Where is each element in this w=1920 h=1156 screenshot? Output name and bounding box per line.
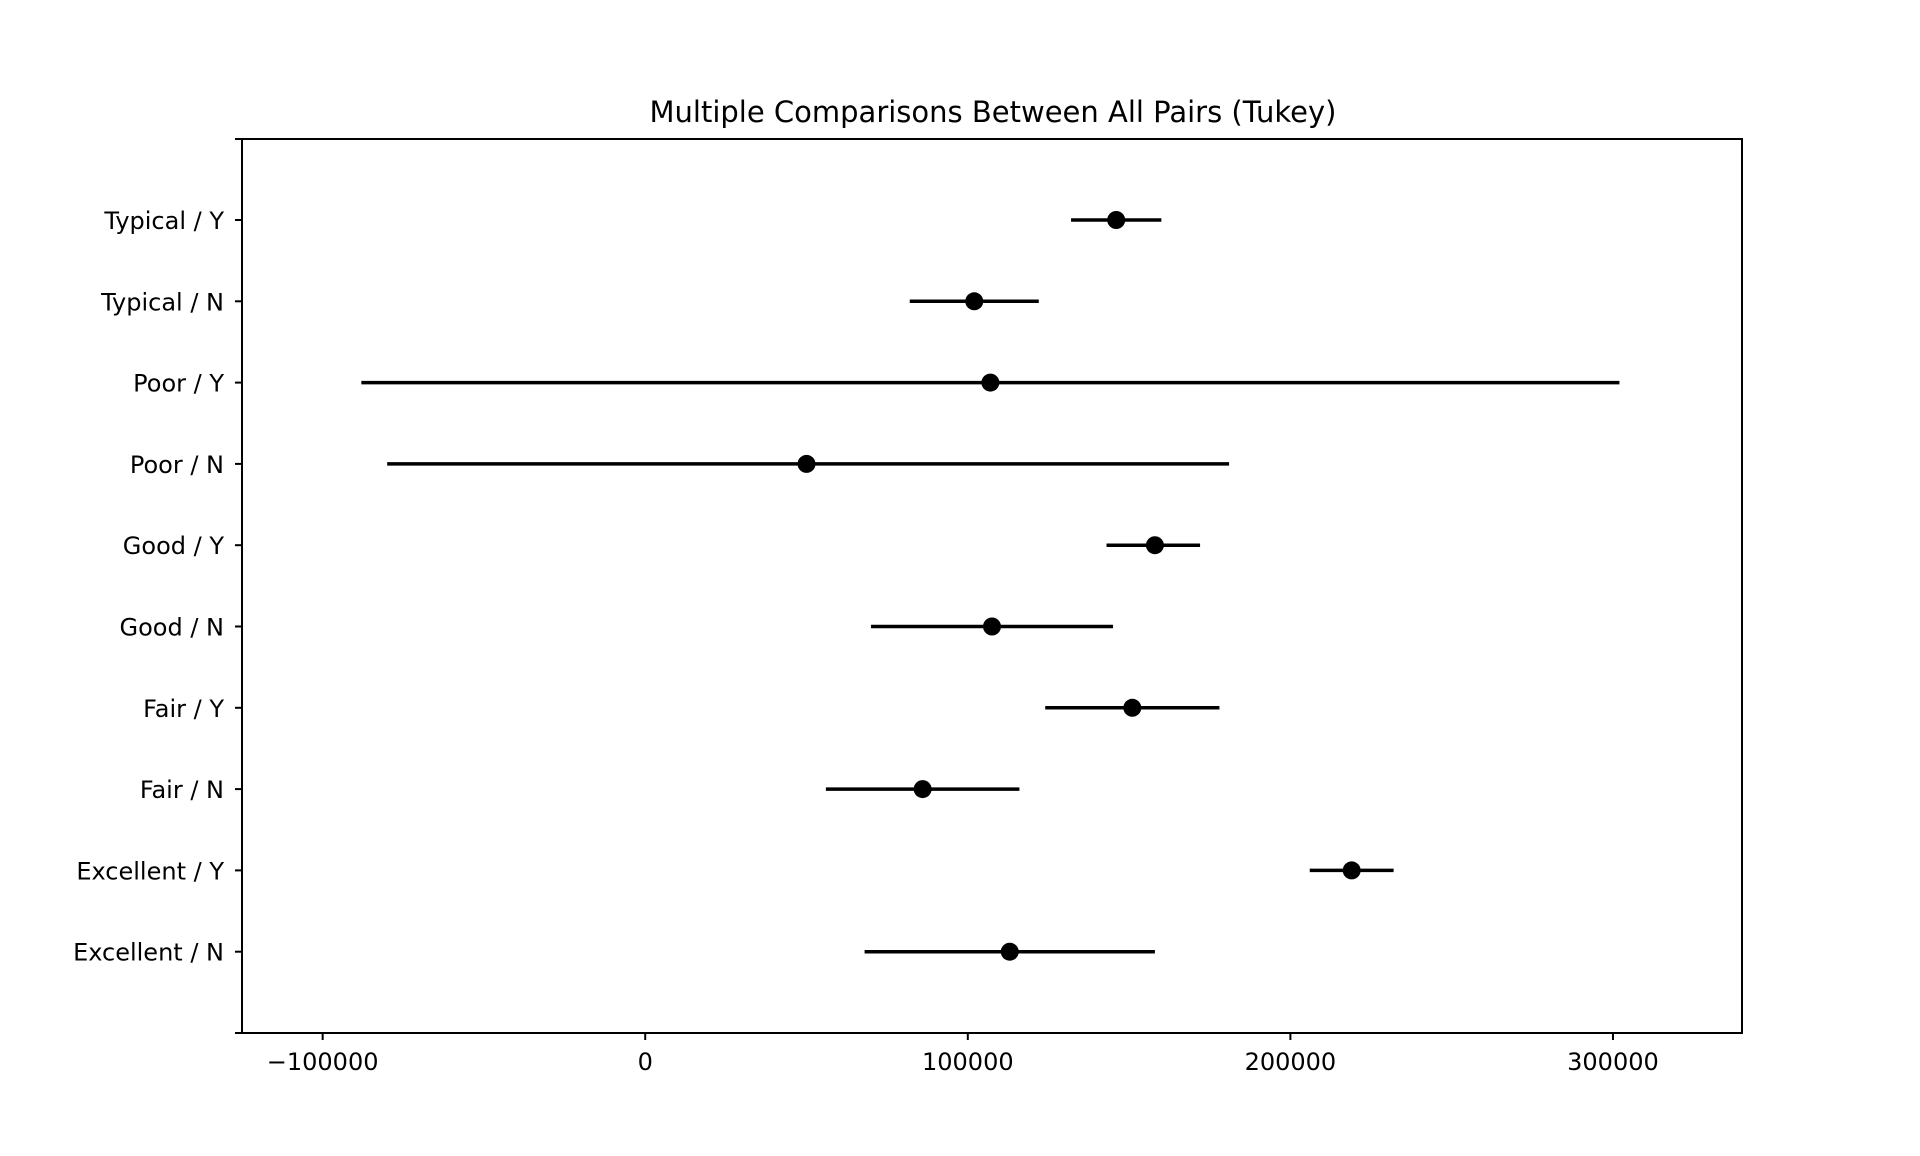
y-tick-label: Excellent / Y [76, 857, 224, 885]
mean-point [1342, 861, 1361, 880]
x-tick-label: −100000 [267, 1048, 379, 1076]
y-axis: Typical / Y Typical / N Poor / Y Poor / N Go… [73, 138, 242, 1034]
mean-point [1000, 942, 1019, 961]
mean-point [1107, 211, 1126, 229]
y-tick-label: Good / N [120, 614, 225, 642]
y-tick-label: Excellent / N [73, 939, 224, 967]
mean-point [1123, 698, 1142, 717]
mean-point [913, 780, 932, 799]
y-tick-label: Fair / Y [143, 695, 224, 723]
x-axis: −100000 0 100000 200000 300000 [267, 1033, 1659, 1076]
mean-point [965, 292, 984, 311]
chart-title: Multiple Comparisons Between All Pairs (… [650, 95, 1337, 129]
y-tick-label: Poor / N [130, 451, 224, 479]
mean-point [1145, 536, 1164, 555]
plot-area-frame [241, 138, 1743, 1034]
plot-marks [361, 211, 1620, 961]
mean-point [797, 454, 816, 473]
y-tick-label: Poor / Y [133, 370, 224, 398]
x-tick-label: 200000 [1245, 1048, 1337, 1076]
y-tick-label: Good / Y [123, 532, 225, 560]
y-tick-label: Fair / N [140, 776, 224, 804]
x-tick-label: 300000 [1567, 1048, 1659, 1076]
y-tick-label: Typical / Y [103, 207, 224, 235]
y-tick-label: Typical / N [100, 288, 224, 316]
x-tick-label: 0 [638, 1048, 653, 1076]
mean-point [981, 373, 1000, 392]
x-tick-label: 100000 [922, 1048, 1014, 1076]
mean-point [983, 617, 1001, 636]
